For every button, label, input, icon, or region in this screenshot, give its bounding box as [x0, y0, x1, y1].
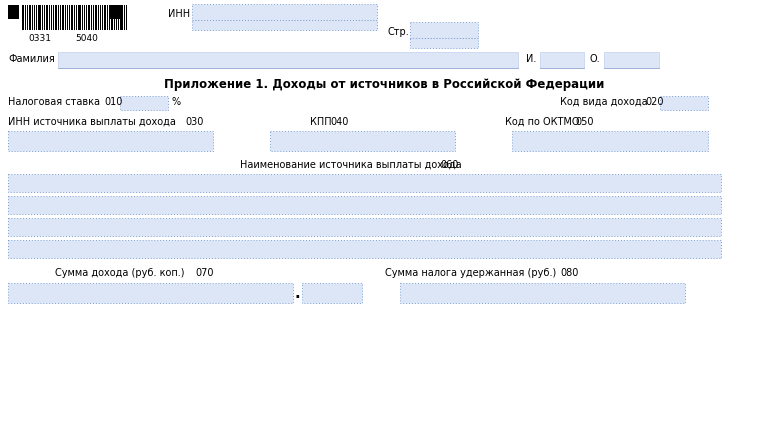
Text: 060: 060	[440, 160, 458, 170]
Text: 050: 050	[575, 117, 594, 127]
FancyBboxPatch shape	[120, 96, 168, 110]
Bar	[110, 5, 121, 19]
Bar	[25, 5, 26, 30]
Bar	[118, 5, 119, 30]
Bar	[71, 5, 74, 30]
Text: 020: 020	[645, 97, 664, 107]
Bar	[45, 5, 48, 30]
Bar	[62, 5, 65, 30]
Bar	[29, 5, 31, 30]
Bar	[121, 5, 123, 30]
Text: %: %	[172, 97, 181, 107]
Bar	[114, 5, 115, 30]
Bar	[53, 5, 54, 30]
Bar	[117, 5, 118, 30]
Text: Сумма дохода (руб. коп.): Сумма дохода (руб. коп.)	[55, 268, 184, 278]
Bar	[44, 5, 45, 30]
Bar	[104, 5, 106, 30]
Bar	[60, 5, 61, 30]
Text: Наименование источника выплаты дохода: Наименование источника выплаты дохода	[240, 160, 462, 170]
Bar	[93, 5, 94, 30]
FancyBboxPatch shape	[302, 283, 362, 303]
FancyBboxPatch shape	[270, 131, 455, 151]
Bar	[91, 5, 92, 30]
FancyBboxPatch shape	[660, 96, 708, 110]
Text: ИНН: ИНН	[168, 9, 190, 19]
Bar	[540, 52, 584, 68]
Bar	[76, 5, 78, 30]
Bar	[27, 5, 28, 30]
Bar	[100, 5, 101, 30]
Text: Налоговая ставка: Налоговая ставка	[8, 97, 100, 107]
FancyBboxPatch shape	[410, 22, 478, 38]
FancyBboxPatch shape	[400, 283, 685, 303]
FancyBboxPatch shape	[8, 240, 721, 258]
FancyBboxPatch shape	[8, 283, 293, 303]
Bar	[41, 5, 42, 30]
Bar	[81, 5, 83, 30]
Bar	[604, 52, 659, 68]
Text: Код по ОКТМО: Код по ОКТМО	[505, 117, 580, 127]
Text: 070: 070	[195, 268, 214, 278]
Text: Стр.: Стр.	[388, 27, 410, 37]
Text: О.: О.	[590, 54, 601, 64]
Bar	[74, 5, 75, 30]
Text: .: .	[294, 286, 300, 300]
Bar	[94, 5, 97, 30]
Bar	[88, 5, 90, 30]
Text: 5040: 5040	[75, 34, 98, 43]
Text: Приложение 1. Доходы от источников в Российской Федерации: Приложение 1. Доходы от источников в Рос…	[164, 78, 604, 91]
FancyBboxPatch shape	[8, 218, 721, 236]
Bar	[8, 5, 19, 19]
Bar	[58, 52, 518, 68]
Bar	[38, 5, 41, 30]
FancyBboxPatch shape	[8, 131, 213, 151]
Bar	[85, 5, 87, 30]
FancyBboxPatch shape	[8, 196, 721, 214]
FancyBboxPatch shape	[192, 20, 377, 30]
FancyBboxPatch shape	[410, 38, 478, 48]
Bar	[36, 5, 38, 30]
Bar	[78, 5, 81, 30]
Bar	[65, 5, 66, 30]
Text: 010: 010	[104, 97, 122, 107]
FancyBboxPatch shape	[512, 131, 708, 151]
Bar	[111, 5, 114, 30]
FancyBboxPatch shape	[192, 4, 377, 20]
Text: 080: 080	[560, 268, 578, 278]
Bar	[58, 5, 59, 30]
Text: 030: 030	[185, 117, 204, 127]
Bar	[22, 5, 25, 30]
Text: 0331: 0331	[28, 34, 51, 43]
Text: 040: 040	[330, 117, 349, 127]
Bar	[32, 5, 33, 30]
Bar	[49, 5, 50, 30]
Text: КПП: КПП	[310, 117, 332, 127]
Bar	[69, 5, 70, 30]
Text: Код вида дохода: Код вида дохода	[560, 97, 647, 107]
Bar	[109, 5, 110, 30]
Bar	[102, 5, 103, 30]
FancyBboxPatch shape	[8, 174, 721, 192]
Bar	[126, 5, 127, 30]
Text: Сумма налога удержанная (руб.): Сумма налога удержанная (руб.)	[385, 268, 556, 278]
Bar	[98, 5, 99, 30]
Text: Фамилия: Фамилия	[8, 54, 55, 64]
Text: И.: И.	[526, 54, 536, 64]
Text: ИНН источника выплаты дохода: ИНН источника выплаты дохода	[8, 117, 176, 127]
Bar	[55, 5, 57, 30]
